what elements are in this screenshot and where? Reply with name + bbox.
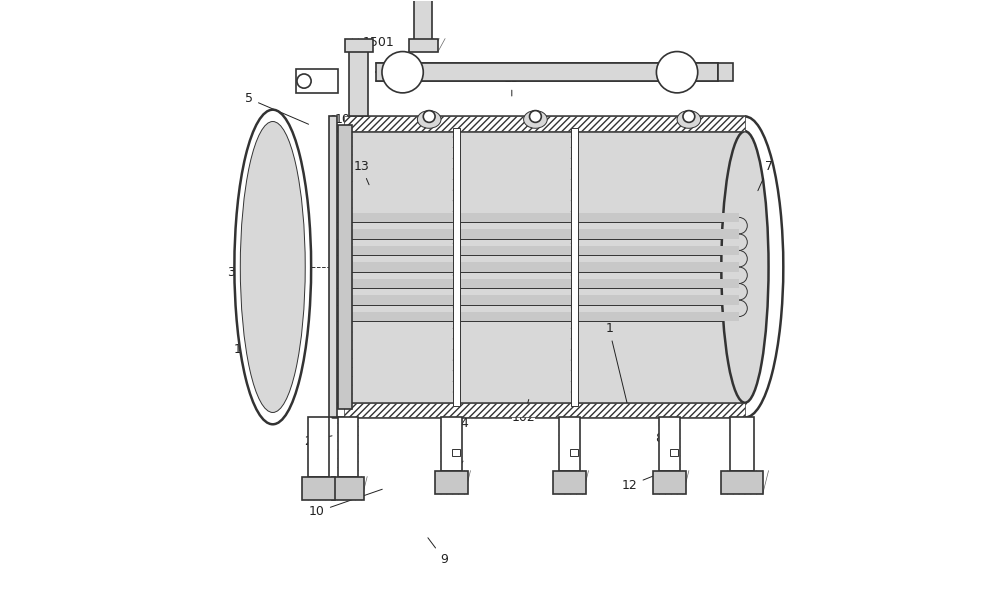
Bar — [670, 449, 678, 456]
Text: 6: 6 — [346, 423, 357, 448]
Text: 1501: 1501 — [363, 36, 409, 62]
Text: 4: 4 — [269, 384, 295, 415]
Bar — [332, 477, 364, 500]
Bar — [302, 477, 335, 500]
Bar — [559, 417, 580, 471]
Bar — [338, 125, 352, 409]
Bar — [329, 116, 337, 417]
Bar — [332, 229, 739, 238]
Text: 1012: 1012 — [251, 202, 283, 215]
Ellipse shape — [677, 110, 701, 128]
Bar — [659, 417, 680, 471]
Circle shape — [683, 110, 695, 122]
Bar — [349, 46, 368, 116]
Bar — [414, 0, 432, 40]
Text: 1011: 1011 — [233, 337, 265, 356]
Text: 1012: 1012 — [251, 202, 285, 220]
Text: 2: 2 — [304, 435, 332, 448]
Text: 13: 13 — [353, 160, 369, 185]
Ellipse shape — [234, 110, 311, 424]
Bar — [332, 213, 739, 222]
Text: 3: 3 — [228, 266, 255, 279]
Ellipse shape — [721, 131, 769, 403]
Circle shape — [382, 52, 423, 93]
Ellipse shape — [240, 122, 305, 413]
Text: 10: 10 — [309, 489, 382, 518]
Bar — [338, 417, 358, 477]
Text: 1: 1 — [605, 323, 629, 412]
Text: 9: 9 — [428, 538, 448, 566]
Bar — [441, 417, 462, 471]
Text: 1501: 1501 — [363, 36, 395, 49]
Bar — [296, 69, 338, 93]
Bar — [409, 39, 438, 52]
Circle shape — [297, 74, 311, 88]
Text: 14: 14 — [454, 408, 470, 430]
Circle shape — [530, 110, 541, 122]
Bar — [332, 279, 739, 288]
Text: 11: 11 — [445, 461, 463, 483]
Text: 7: 7 — [758, 160, 773, 191]
Bar — [308, 417, 329, 477]
Bar — [730, 417, 754, 471]
Bar — [718, 63, 733, 81]
Bar — [344, 403, 745, 417]
Text: 5: 5 — [245, 93, 309, 125]
Text: 1011: 1011 — [233, 343, 265, 356]
Bar — [344, 131, 745, 403]
Text: 102: 102 — [512, 400, 535, 424]
Bar — [721, 471, 763, 494]
Bar — [452, 449, 460, 456]
Ellipse shape — [417, 110, 441, 128]
Bar — [332, 246, 739, 255]
Bar — [653, 471, 686, 494]
Text: 101: 101 — [335, 113, 358, 138]
Ellipse shape — [524, 110, 547, 128]
Bar — [453, 128, 460, 406]
Bar — [553, 471, 586, 494]
Bar — [571, 128, 578, 406]
Text: 12: 12 — [622, 474, 657, 492]
Bar — [376, 63, 718, 81]
Bar — [570, 449, 578, 456]
Bar — [435, 471, 468, 494]
Circle shape — [656, 52, 698, 93]
Bar — [332, 312, 739, 321]
Circle shape — [423, 110, 435, 122]
Bar — [332, 295, 739, 305]
Bar — [344, 116, 745, 131]
Bar — [345, 39, 373, 52]
Text: 102: 102 — [512, 411, 535, 424]
Bar — [332, 262, 739, 272]
Text: 101: 101 — [335, 113, 358, 126]
Text: 8: 8 — [655, 420, 663, 445]
Text: 15: 15 — [504, 72, 520, 96]
